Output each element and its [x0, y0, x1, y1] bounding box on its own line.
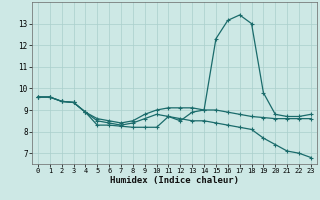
X-axis label: Humidex (Indice chaleur): Humidex (Indice chaleur) — [110, 176, 239, 185]
